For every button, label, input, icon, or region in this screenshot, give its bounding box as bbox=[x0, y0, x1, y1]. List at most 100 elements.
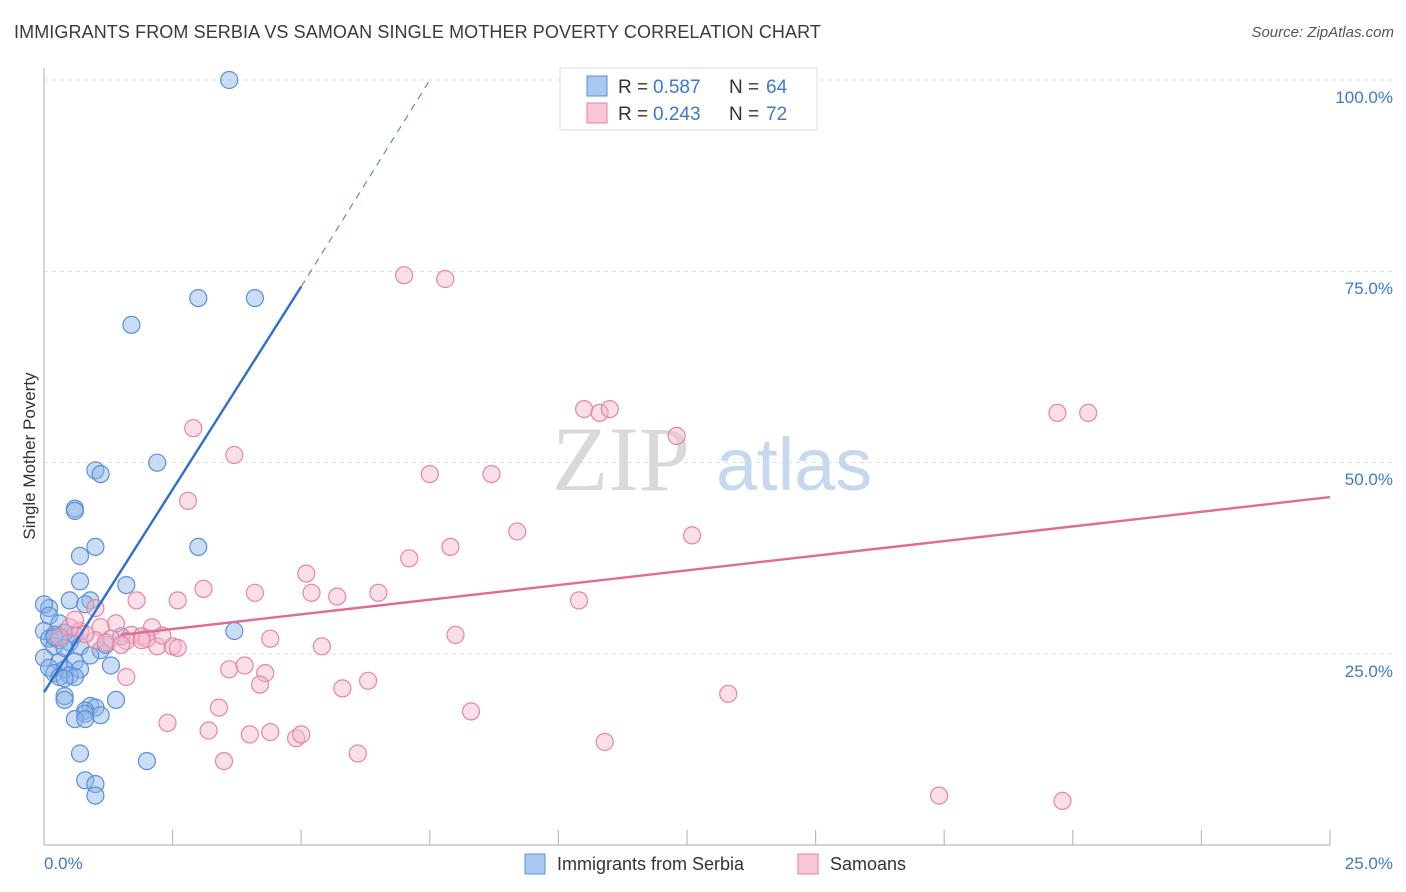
samoan-point-41 bbox=[96, 633, 115, 652]
serbia-point-52 bbox=[91, 706, 110, 725]
samoan-point-37 bbox=[261, 629, 280, 648]
y-tick-label-75: 75.0% bbox=[1345, 279, 1393, 298]
serbia-point-51 bbox=[76, 704, 95, 723]
samoan-point-18 bbox=[194, 579, 213, 599]
samoan-point-13 bbox=[508, 522, 527, 541]
trend-lines bbox=[42, 79, 1331, 693]
serbia-point-39 bbox=[101, 656, 121, 675]
y-tick-label-100: 100.0% bbox=[1335, 88, 1393, 107]
x-axis-ticks bbox=[172, 830, 1331, 845]
bottom-legend-label-serbia: Immigrants from Serbia bbox=[557, 854, 745, 874]
series-serbia bbox=[34, 70, 264, 805]
samoan-point-59 bbox=[261, 722, 280, 742]
serbia-point-6 bbox=[91, 465, 110, 484]
serbia-point-9 bbox=[86, 537, 105, 557]
legend-r-value-serbia: 0.587 bbox=[653, 77, 701, 98]
y-tick-label-25: 25.0% bbox=[1345, 662, 1393, 681]
samoan-point-34 bbox=[50, 628, 69, 647]
x-tick-label-min: 0.0% bbox=[44, 854, 83, 873]
serbia-point-32 bbox=[225, 621, 244, 641]
trend-line-samoans bbox=[121, 495, 1331, 637]
watermark: ZIP atlas bbox=[552, 408, 872, 510]
samoan-point-16 bbox=[400, 549, 419, 568]
samoan-point-66 bbox=[1053, 791, 1072, 811]
samoan-point-14 bbox=[682, 526, 702, 545]
samoan-point-11 bbox=[482, 465, 501, 484]
y-tick-labels: 25.0% 50.0% 75.0% 100.0% bbox=[1335, 88, 1393, 681]
samoan-point-10 bbox=[420, 465, 439, 484]
legend-n-value-serbia: 64 bbox=[766, 77, 788, 98]
samoan-point-20 bbox=[302, 583, 321, 602]
bottom-legend-swatch-samoans bbox=[797, 853, 819, 875]
samoan-point-5 bbox=[1048, 403, 1067, 422]
serbia-point-36 bbox=[39, 658, 59, 677]
legend-r-label-serbia: R = bbox=[618, 77, 648, 98]
serbia-point-18 bbox=[34, 595, 54, 614]
watermark-zip: ZIP bbox=[552, 408, 690, 510]
serbia-point-56 bbox=[137, 751, 156, 771]
samoan-point-64 bbox=[214, 751, 234, 771]
samoan-point-45 bbox=[312, 637, 331, 656]
samoan-point-42 bbox=[148, 637, 167, 656]
legend-swatch-serbia bbox=[586, 75, 608, 97]
samoan-point-58 bbox=[240, 725, 259, 744]
y-tick-label-50: 50.0% bbox=[1345, 470, 1393, 489]
serbia-point-47 bbox=[106, 690, 126, 710]
serbia-point-54 bbox=[76, 709, 95, 729]
samoan-point-47 bbox=[235, 656, 254, 675]
samoan-point-70 bbox=[65, 610, 85, 629]
chart-source: Source: ZipAtlas.com bbox=[1251, 24, 1394, 41]
samoan-point-3 bbox=[590, 403, 609, 422]
serbia-point-44 bbox=[55, 669, 74, 688]
samoan-point-54 bbox=[209, 698, 228, 717]
samoan-point-22 bbox=[369, 583, 388, 602]
samoan-point-0 bbox=[395, 266, 414, 285]
serbia-point-62 bbox=[81, 646, 100, 665]
samoan-point-49 bbox=[117, 667, 136, 687]
samoan-point-8 bbox=[667, 426, 686, 445]
samoan-point-52 bbox=[333, 679, 352, 698]
bottom-legend-swatch-serbia bbox=[524, 853, 546, 875]
x-tick-label-max: 25.0% bbox=[1345, 854, 1393, 873]
samoan-point-7 bbox=[184, 419, 203, 438]
samoan-point-57 bbox=[199, 721, 218, 740]
samoan-point-38 bbox=[446, 625, 465, 645]
samoan-point-55 bbox=[461, 702, 481, 721]
legend-n-value-samoans: 72 bbox=[766, 104, 787, 125]
chart-title: IMMIGRANTS FROM SERBIA VS SAMOAN SINGLE … bbox=[14, 22, 821, 42]
serbia-point-46 bbox=[55, 690, 74, 710]
samoan-point-9 bbox=[225, 445, 244, 465]
samoan-point-23 bbox=[127, 591, 146, 610]
serbia-point-4 bbox=[148, 453, 167, 472]
serbia-point-14 bbox=[60, 591, 79, 610]
serbia-point-8 bbox=[65, 501, 85, 520]
legend-r-label-samoans: R = bbox=[618, 104, 648, 125]
serbia-point-2 bbox=[245, 289, 264, 308]
serbia-point-0 bbox=[220, 70, 239, 90]
legend-n-label-samoans: N = bbox=[729, 104, 759, 125]
trend-line-serbia bbox=[42, 285, 303, 693]
samoan-point-53 bbox=[719, 684, 738, 703]
samoan-point-12 bbox=[178, 491, 198, 510]
samoan-point-46 bbox=[220, 660, 239, 679]
samoan-point-1 bbox=[436, 269, 455, 289]
samoan-point-68 bbox=[112, 635, 131, 654]
samoan-point-2 bbox=[574, 400, 594, 419]
samoan-point-63 bbox=[348, 744, 367, 763]
serbia-point-3 bbox=[122, 315, 141, 334]
samoan-point-15 bbox=[441, 537, 460, 557]
samoan-point-25 bbox=[569, 591, 589, 610]
series-samoans bbox=[50, 266, 1098, 811]
serbia-point-59 bbox=[86, 786, 105, 805]
legend-bottom: Immigrants from Serbia Samoans bbox=[524, 853, 906, 875]
legend-r-value-samoans: 0.243 bbox=[653, 104, 701, 125]
serbia-point-16 bbox=[76, 595, 95, 614]
serbia-point-11 bbox=[70, 546, 90, 566]
samoan-point-4 bbox=[600, 400, 619, 419]
samoan-point-51 bbox=[359, 671, 378, 690]
serbia-point-53 bbox=[65, 709, 85, 729]
samoan-point-24 bbox=[168, 591, 187, 610]
bottom-legend-label-samoans: Samoans bbox=[830, 854, 906, 874]
serbia-point-45 bbox=[55, 686, 74, 706]
